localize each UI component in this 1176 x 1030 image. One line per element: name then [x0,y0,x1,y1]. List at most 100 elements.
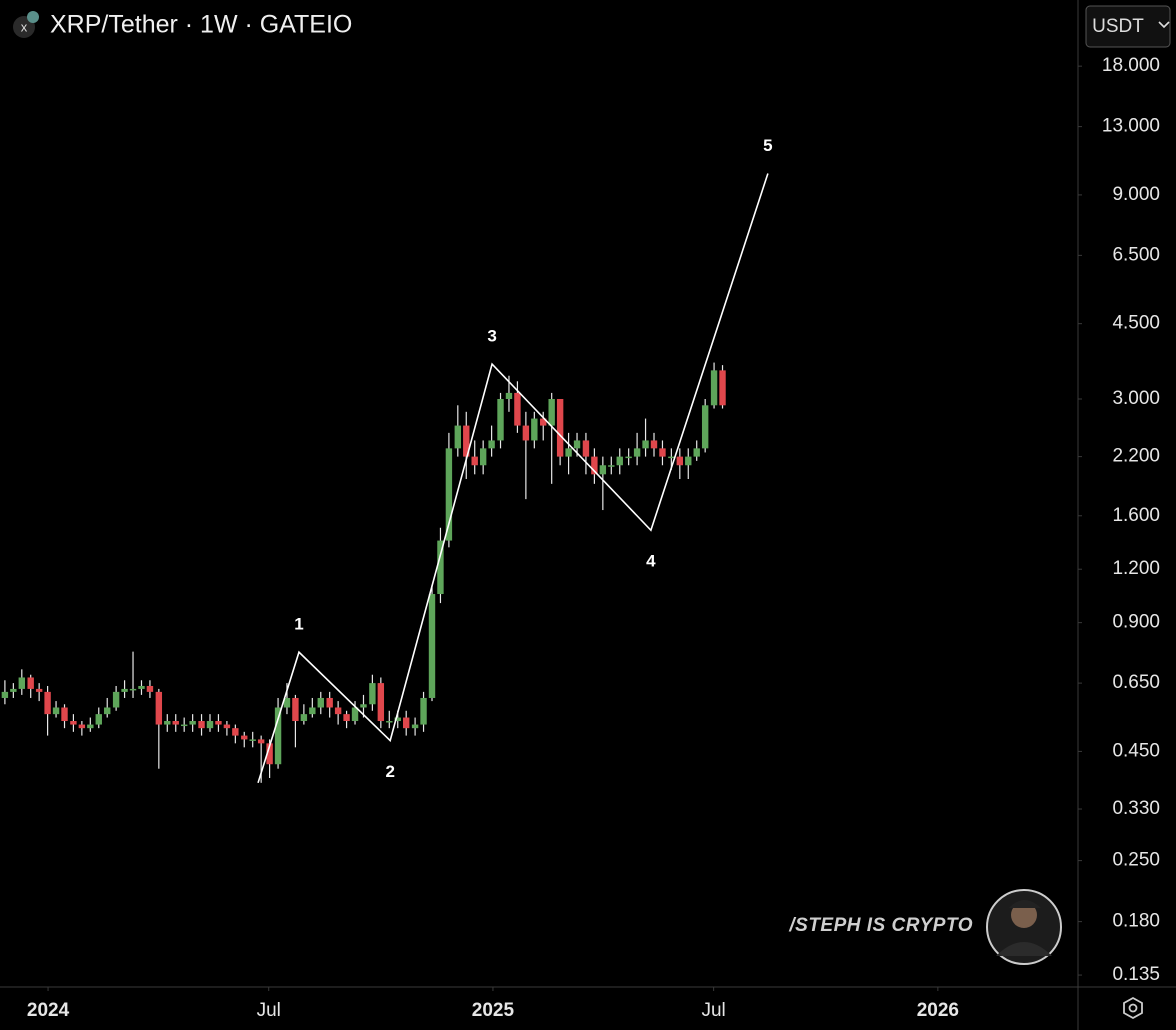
candle-body [104,707,111,715]
candle-body [146,685,154,692]
candle-body [351,707,359,722]
x-tick-label: 2025 [472,1000,515,1021]
candle-body [463,425,470,457]
y-tick-label: 2.200 [1112,446,1160,467]
candle-body [10,688,17,692]
candle-body [206,721,214,729]
candle-body [599,465,607,475]
candle-body [582,440,590,457]
candle-body [343,714,350,722]
candle-body [505,392,513,399]
candle-body [241,735,248,740]
candle-body [394,717,401,722]
candle-body [402,717,410,729]
candle-body [274,707,282,765]
candle-body [292,697,299,722]
x-tick-label: 2026 [917,1000,959,1021]
candle-body [479,448,487,466]
dropdown-arrow[interactable] [1158,21,1170,29]
candle-body [668,456,675,459]
x-tick-label: Jul [257,1000,281,1021]
candle-body [309,707,316,715]
symbol-icon: x [13,11,39,38]
y-tick-label: 0.650 [1112,672,1160,693]
candle-body [616,456,623,466]
candle-body [52,707,60,715]
candle-body [155,691,163,725]
candle-body [172,721,179,725]
y-tick-label: 6.500 [1112,244,1160,265]
candle-body [591,456,598,475]
candle-body [300,714,308,722]
candle-body [377,683,385,722]
candle-body [633,448,641,457]
candle-body [685,456,692,466]
svg-text:x: x [21,19,28,34]
candle-body [488,440,495,449]
candle-body [445,448,453,541]
candle-body [215,721,222,725]
candle-body [659,448,666,457]
chart-title: XRP/Tether · 1W · GATEIO [50,11,352,39]
y-tick-label: 13.000 [1102,116,1160,137]
candle-body [27,677,34,689]
candle-body [223,724,231,729]
candle-body [719,370,726,406]
y-tick-label: 0.330 [1112,798,1160,819]
candle-body [522,425,530,441]
candle-body [257,739,265,744]
y-tick-label: 9.000 [1112,184,1160,205]
y-tick-label: 0.450 [1112,740,1160,761]
candle-body [650,440,658,449]
candle-body [676,456,684,466]
candle-body [548,398,555,426]
wave-label: 4 [646,552,656,571]
candle-body [129,688,137,691]
currency-label[interactable]: USDT [1092,16,1144,37]
candle-body [189,721,196,725]
candle-body [556,398,564,457]
candle-body [78,724,86,729]
y-tick-label: 1.600 [1112,505,1160,526]
candle-body [437,540,444,595]
candle-body [701,405,709,449]
candle-body [514,392,521,426]
wave-line [257,173,769,784]
y-tick-label: 0.135 [1112,964,1160,985]
candle-body [70,721,77,725]
y-tick-label: 4.500 [1112,313,1160,334]
candle-body [573,440,581,449]
watermark: /STEPH IS CRYPTO [788,915,973,936]
candle-body [249,739,256,741]
x-tick-label: Jul [701,1000,725,1021]
candle-body [232,728,239,736]
settings-icon[interactable] [1123,996,1143,1020]
y-tick-label: 3.000 [1112,388,1160,409]
candle-body [266,743,273,765]
candle-body [386,721,393,723]
candle-body [369,683,376,705]
candles [1,362,726,783]
x-tick-label: 2024 [27,1000,70,1021]
candle-body [420,697,427,725]
currency-button[interactable] [1085,5,1171,48]
candle-body [454,425,462,449]
candle-body [1,691,9,698]
candle-body [411,724,419,729]
candle-body [164,721,171,725]
y-tick-label: 18.000 [1102,55,1160,76]
candle-body [471,456,478,466]
candle-body [61,707,68,722]
candle-body [112,691,120,708]
candle-body [44,691,51,715]
y-tick-label: 0.250 [1112,850,1160,871]
candle-body [180,724,188,727]
candle-body [608,465,615,467]
candle-body [360,704,367,708]
candle-body [326,697,333,708]
candle-body [138,685,145,689]
candle-body [35,688,43,692]
candle-body [87,724,94,729]
wave-label: 3 [487,327,496,346]
